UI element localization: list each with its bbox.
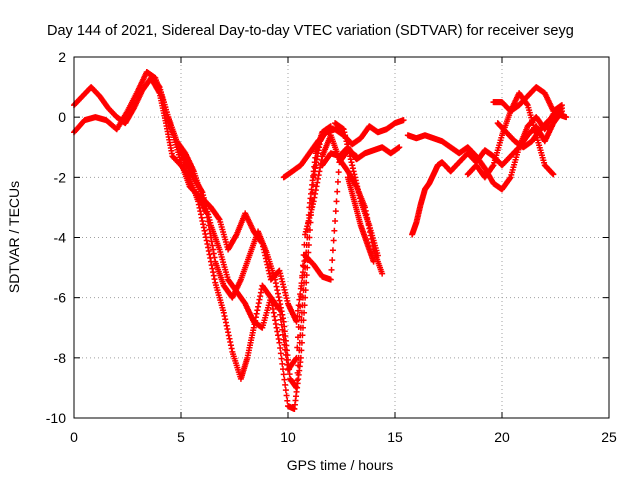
data-point [298, 282, 305, 289]
y-tick-label: -10 [46, 410, 66, 426]
data-point [396, 144, 403, 151]
data-point [277, 311, 284, 318]
data-point [296, 339, 303, 346]
data-point [278, 321, 285, 328]
x-tick-label: 0 [70, 429, 78, 445]
series-track-m [494, 111, 570, 151]
data-point [400, 117, 407, 124]
data-point [278, 355, 285, 362]
axis-ticks: 0 5 10 15 20 25 -10 -8 -6 -4 -2 0 2 [46, 49, 617, 445]
data-point [294, 377, 301, 384]
data-point [277, 350, 284, 357]
data-points [71, 69, 570, 412]
x-tick-label: 25 [601, 429, 617, 445]
data-point [295, 323, 302, 330]
data-point [301, 241, 308, 248]
data-point [332, 217, 339, 224]
data-point [294, 344, 301, 351]
data-point [328, 266, 335, 273]
series-track-j [404, 105, 565, 193]
series-track-e [280, 117, 407, 181]
data-point [281, 341, 288, 348]
data-point [298, 317, 305, 324]
data-point [333, 198, 340, 205]
data-point [330, 237, 337, 244]
data-point [280, 336, 287, 343]
data-point [335, 169, 342, 176]
series-track-b [71, 69, 334, 391]
x-tick-label: 10 [280, 429, 296, 445]
data-point [293, 384, 300, 391]
data-point [297, 293, 304, 300]
data-point [329, 247, 336, 254]
data-point [284, 397, 291, 404]
data-point [277, 316, 284, 323]
chart-title: Day 144 of 2021, Sidereal Day-to-day VTE… [47, 23, 574, 39]
data-point [280, 371, 287, 378]
data-point [374, 252, 381, 259]
data-point [296, 313, 303, 320]
data-point [379, 270, 386, 277]
data-point [279, 360, 286, 367]
data-point [296, 296, 303, 303]
y-tick-label: 0 [58, 109, 66, 125]
y-axis-label: SDTVAR / TECUs [6, 181, 22, 293]
data-point [280, 366, 287, 373]
series-track-f [319, 144, 403, 169]
data-point [295, 362, 302, 369]
x-tick-label: 15 [387, 429, 403, 445]
data-point [279, 326, 286, 333]
data-point [563, 114, 570, 121]
data-point [294, 307, 301, 314]
y-tick-label: -4 [54, 230, 67, 246]
data-point [301, 258, 308, 265]
data-point [327, 276, 334, 283]
data-point [282, 351, 289, 358]
data-point [293, 354, 300, 361]
data-point [299, 262, 306, 269]
data-point [293, 318, 300, 325]
data-point [283, 392, 290, 399]
data-point [283, 356, 290, 363]
data-point [370, 258, 377, 265]
series-track-g [332, 120, 381, 259]
data-point [332, 208, 339, 215]
y-tick-label: 2 [58, 49, 66, 65]
data-point [300, 252, 307, 259]
y-tick-label: -2 [54, 169, 67, 185]
data-point [282, 387, 289, 394]
series-track-c [148, 72, 360, 325]
data-point [550, 171, 557, 178]
data-point [276, 339, 283, 346]
data-point [558, 102, 565, 109]
data-point [282, 381, 289, 388]
data-point [304, 234, 311, 241]
data-point [281, 376, 288, 383]
data-point [299, 272, 306, 279]
y-tick-label: -6 [54, 290, 67, 306]
data-point [297, 303, 304, 310]
x-tick-label: 5 [177, 429, 185, 445]
data-point [277, 345, 284, 352]
data-point [294, 369, 301, 376]
data-point [334, 188, 341, 195]
data-point [282, 346, 289, 353]
data-point [334, 178, 341, 185]
data-point [329, 257, 336, 264]
y-tick-label: -8 [54, 350, 67, 366]
x-axis-label: GPS time / hours [287, 457, 394, 473]
series-track-l [490, 84, 565, 115]
series-track-h [344, 174, 377, 265]
data-point [276, 306, 283, 313]
data-point [280, 331, 287, 338]
data-point [331, 227, 338, 234]
data-point [294, 334, 301, 341]
x-tick-label: 20 [494, 429, 510, 445]
data-point [298, 309, 305, 316]
